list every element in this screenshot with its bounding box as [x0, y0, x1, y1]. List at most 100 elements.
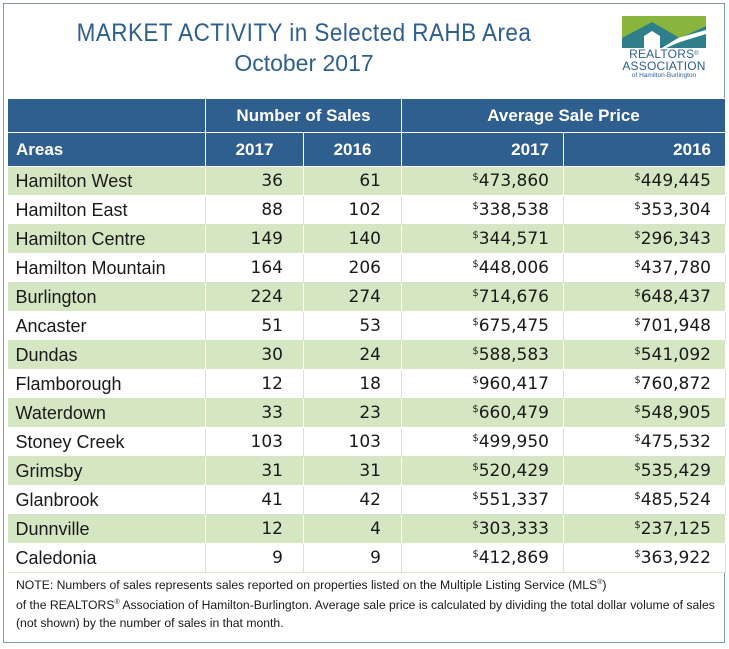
price-value: 760,872: [640, 374, 711, 394]
currency-symbol: $: [634, 520, 641, 531]
price-value: 588,583: [478, 345, 549, 365]
price-2017-cell: $960,417: [401, 369, 564, 399]
price-2016-cell: $437,780: [563, 253, 726, 283]
area-name-cell: Flamborough: [7, 369, 206, 399]
sales-2017-cell: 33: [205, 398, 304, 428]
sales-2017-cell: 149: [205, 224, 304, 254]
sales-2016-cell: 31: [303, 456, 402, 486]
logo-word-realtors: REALTORS®: [629, 47, 699, 61]
currency-symbol: $: [634, 230, 641, 241]
table-row: Hamilton Centre 149 140 $344,571 $296,343: [7, 224, 726, 254]
currency-symbol: $: [634, 404, 641, 415]
area-name-cell: Hamilton West: [7, 166, 206, 196]
price-value: 485,524: [640, 490, 711, 510]
currency-symbol: $: [634, 259, 641, 270]
logo-word-association: ASSOCIATION: [622, 59, 706, 73]
table-row: Dunnville 12 4 $303,333 $237,125: [7, 514, 726, 544]
column-header-areas: Areas: [7, 132, 206, 167]
logo-word-hamilton: of Hamilton-Burlington: [631, 72, 697, 79]
price-value: 960,417: [478, 374, 549, 394]
currency-symbol: $: [472, 317, 479, 328]
price-2016-cell: $449,445: [563, 166, 726, 196]
sales-2016-cell: 42: [303, 485, 402, 515]
price-value: 473,860: [478, 171, 549, 191]
price-2016-cell: $541,092: [563, 340, 726, 370]
sales-2016-cell: 4: [303, 514, 402, 544]
currency-symbol: $: [472, 172, 479, 183]
column-header-price-2016: 2016: [563, 132, 726, 167]
sales-2016-cell: 206: [303, 253, 402, 283]
sales-2016-cell: 23: [303, 398, 402, 428]
currency-symbol: $: [634, 462, 641, 473]
table-row: Burlington 224 274 $714,676 $648,437: [7, 282, 726, 312]
table-row: Ancaster 51 53 $675,475 $701,948: [7, 311, 726, 341]
price-2017-cell: $675,475: [401, 311, 564, 341]
market-activity-table: Number of Sales Average Sale Price Areas…: [7, 98, 726, 573]
price-2017-cell: $660,479: [401, 398, 564, 428]
price-value: 660,479: [478, 403, 549, 423]
column-header-price-2017: 2017: [401, 132, 564, 167]
sales-2016-cell: 103: [303, 427, 402, 457]
area-name-cell: Stoney Creek: [7, 427, 206, 457]
title-block: MARKET ACTIVITY in Selected RAHB Area Oc…: [4, 18, 604, 78]
column-header-row: Areas 2017 2016 2017 2016: [7, 132, 726, 167]
price-2017-cell: $520,429: [401, 456, 564, 486]
header-blank: [7, 98, 206, 133]
table-row: Glanbrook 41 42 $551,337 $485,524: [7, 485, 726, 515]
price-value: 675,475: [478, 316, 549, 336]
sales-2016-cell: 18: [303, 369, 402, 399]
price-value: 448,006: [478, 258, 549, 278]
price-value: 363,922: [640, 548, 711, 568]
price-value: 344,571: [478, 229, 549, 249]
price-2016-cell: $353,304: [563, 195, 726, 225]
footnote: NOTE: Numbers of sales represents sales …: [16, 578, 715, 631]
price-2017-cell: $344,571: [401, 224, 564, 254]
price-2017-cell: $714,676: [401, 282, 564, 312]
sales-2016-cell: 53: [303, 311, 402, 341]
area-name-cell: Burlington: [7, 282, 206, 312]
price-2016-cell: $237,125: [563, 514, 726, 544]
price-2016-cell: $648,437: [563, 282, 726, 312]
sales-2017-cell: 51: [205, 311, 304, 341]
currency-symbol: $: [634, 433, 641, 444]
area-name-cell: Grimsby: [7, 456, 206, 486]
sales-2017-cell: 31: [205, 456, 304, 486]
page-subtitle: October 2017: [234, 50, 374, 76]
sales-2016-cell: 102: [303, 195, 402, 225]
area-name-cell: Hamilton Mountain: [7, 253, 206, 283]
infographic-frame: MARKET ACTIVITY in Selected RAHB Area Oc…: [3, 3, 726, 643]
currency-symbol: $: [472, 404, 479, 415]
sales-2017-cell: 30: [205, 340, 304, 370]
price-value: 701,948: [640, 316, 711, 336]
column-header-sales-2017: 2017: [205, 132, 304, 167]
area-name-cell: Caledonia: [7, 543, 206, 573]
sales-2017-cell: 164: [205, 253, 304, 283]
sales-2017-cell: 224: [205, 282, 304, 312]
price-value: 551,337: [478, 490, 549, 510]
price-2016-cell: $701,948: [563, 311, 726, 341]
currency-symbol: $: [472, 520, 479, 531]
table-row: Hamilton East 88 102 $338,538 $353,304: [7, 195, 726, 225]
currency-symbol: $: [634, 549, 641, 560]
price-value: 548,905: [640, 403, 711, 423]
area-name-cell: Waterdown: [7, 398, 206, 428]
price-2016-cell: $296,343: [563, 224, 726, 254]
price-value: 353,304: [640, 200, 711, 220]
table-row: Caledonia 9 9 $412,869 $363,922: [7, 543, 726, 573]
sales-2016-cell: 140: [303, 224, 402, 254]
price-2016-cell: $363,922: [563, 543, 726, 573]
currency-symbol: $: [472, 433, 479, 444]
price-2017-cell: $448,006: [401, 253, 564, 283]
currency-symbol: $: [472, 346, 479, 357]
currency-symbol: $: [634, 346, 641, 357]
price-value: 535,429: [640, 461, 711, 481]
table-row: Hamilton Mountain 164 206 $448,006 $437,780: [7, 253, 726, 283]
currency-symbol: $: [634, 375, 641, 386]
table-row: Dundas 30 24 $588,583 $541,092: [7, 340, 726, 370]
price-value: 303,333: [478, 519, 549, 539]
price-value: 338,538: [478, 200, 549, 220]
currency-symbol: $: [634, 317, 641, 328]
price-2016-cell: $475,532: [563, 427, 726, 457]
realtors-association-logo: REALTORS® ASSOCIATION of Hamilton-Burlin…: [616, 16, 712, 92]
price-2017-cell: $551,337: [401, 485, 564, 515]
